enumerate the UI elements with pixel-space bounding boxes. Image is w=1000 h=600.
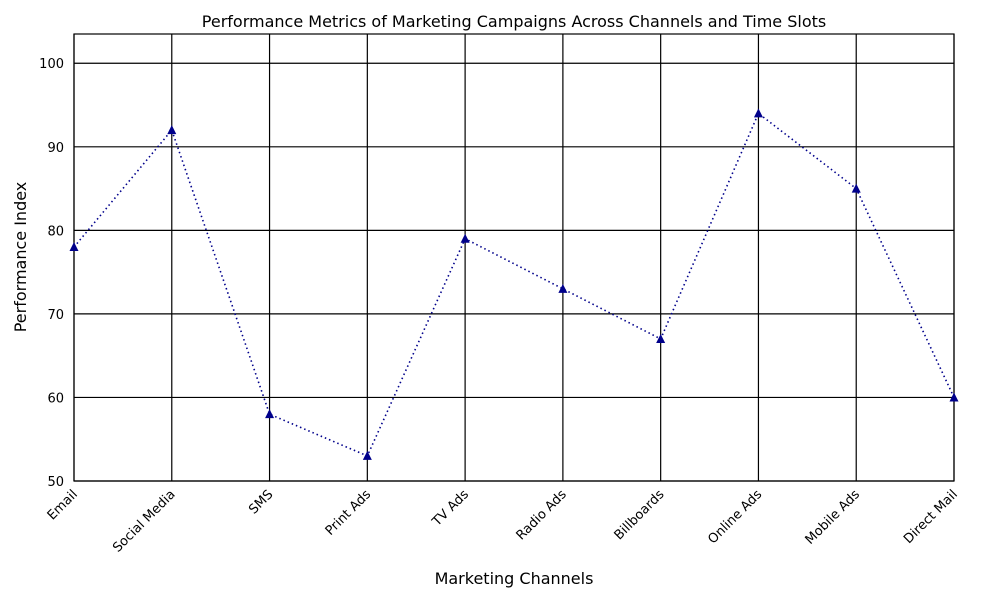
chart-title: Performance Metrics of Marketing Campaig… [202,12,826,31]
series-line [73,112,955,457]
grid-lines [73,34,955,482]
y-tick-label: 90 [47,141,64,156]
x-axis-label: Marketing Channels [435,569,594,588]
y-tick-label: 80 [47,224,64,239]
y-tick-label: 70 [47,308,64,323]
data-point-marker [69,242,79,252]
data-point-marker [362,450,372,460]
y-tick-label: 100 [39,57,64,72]
series-layer [69,108,959,460]
data-point-marker [265,409,275,419]
x-tick-label: Print Ads [323,487,375,539]
y-axis-label: Performance Index [11,182,30,333]
x-tick-label: Direct Mail [901,487,961,547]
data-point-marker [753,108,763,118]
x-tick-label: TV Ads [429,487,472,530]
x-tick-label: Billboards [612,487,668,543]
x-tick-label: Radio Ads [514,487,570,543]
y-tick-label: 60 [47,391,64,406]
y-axis-ticks: 50 60 70 80 90 100 [39,57,64,490]
plot-area-frame [73,33,955,482]
data-point-marker [460,233,470,243]
x-tick-label: Email [45,487,81,523]
x-tick-label: SMS [246,487,276,517]
x-tick-label: Online Ads [705,487,765,547]
x-axis-ticks: Email Social Media SMS Print Ads TV Ads Radio… [45,487,961,556]
data-point-marker [851,183,861,193]
data-point-marker [558,283,568,293]
data-point-marker [949,392,959,402]
data-point-marker [656,333,666,343]
data-point-marker [167,125,177,135]
y-tick-label: 50 [47,475,64,490]
x-tick-label: Social Media [110,487,178,555]
x-tick-label: Mobile Ads [803,487,864,548]
